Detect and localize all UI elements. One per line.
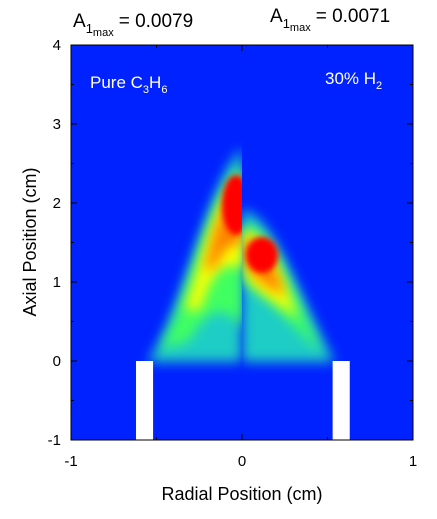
y-axis-label: Axial Position (cm) (20, 167, 40, 316)
flame-left-panel (147, 150, 242, 362)
flame-right-panel (242, 210, 335, 362)
panel-label-left-mid: H (149, 73, 161, 92)
y-tick-label-4: 3 (53, 116, 61, 133)
max-left-prefix: A (73, 11, 86, 32)
panel-label-right: 30% H2 (325, 69, 382, 92)
max-left-sub: max (93, 27, 114, 39)
panel-label-left-text: Pure C (90, 73, 143, 92)
x-tick-label-1: 0 (238, 453, 246, 470)
flame-right-red-core (246, 237, 278, 273)
x-axis-label: Radial Position (cm) (161, 484, 322, 504)
y-tick-label-2: 1 (53, 274, 61, 291)
max-right-value: = 0.0071 (316, 6, 391, 27)
burner-walls (135, 361, 350, 440)
max-right-index: 1 (283, 16, 290, 31)
panel-label-left-sub2: 6 (161, 84, 167, 96)
panel-label-right-sub1: 2 (376, 80, 382, 92)
y-tick-label-0: -1 (48, 432, 61, 449)
x-tick-label-0: -1 (64, 453, 77, 470)
panel-label-left: Pure C3H6 (90, 73, 167, 96)
flame-left-red-core (222, 175, 242, 235)
max-annotation-right: A1max = 0.0071 (270, 6, 390, 34)
y-tick-label-1: 0 (53, 353, 61, 370)
panel-label-right-text: 30% H (325, 69, 376, 88)
axis-ticks: -1 0 1 -1 0 1 2 3 4 (48, 37, 418, 470)
max-annotation-left: A1max = 0.0079 (73, 11, 193, 39)
y-tick-label-5: 4 (53, 37, 61, 54)
panel-label-left-sub1: 3 (143, 84, 149, 96)
y-tick-label-3: 2 (53, 195, 61, 212)
max-right-prefix: A (270, 6, 283, 27)
x-tick-label-2: 1 (409, 453, 417, 470)
burner-wall-left (135, 361, 154, 440)
max-right-sub: max (290, 22, 311, 34)
burner-wall-right (332, 361, 350, 440)
max-left-index: 1 (86, 21, 93, 36)
max-left-value: = 0.0079 (119, 11, 194, 32)
